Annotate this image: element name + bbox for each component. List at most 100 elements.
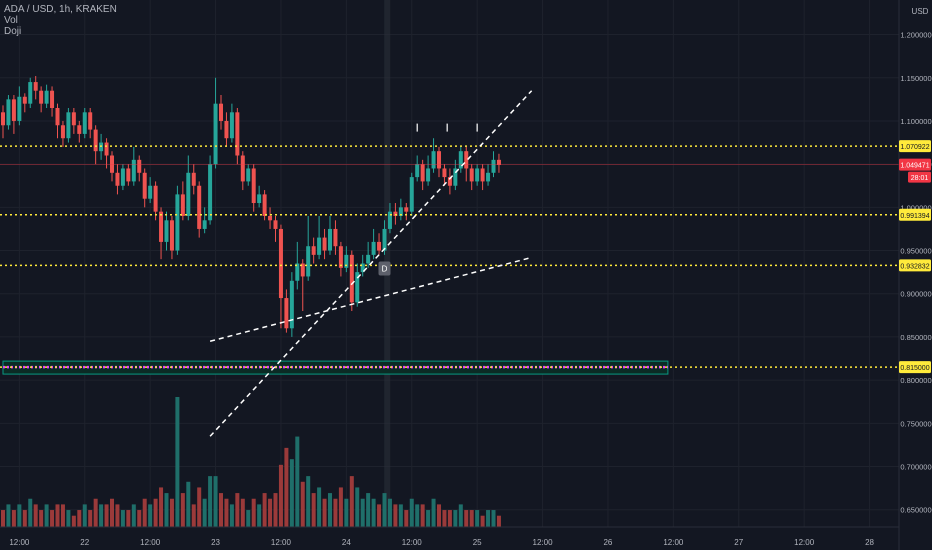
volume-bar	[11, 510, 16, 527]
time-tick-label: 12:00	[533, 538, 554, 547]
candle-body	[99, 142, 104, 152]
volume-bar	[355, 487, 360, 527]
volume-bar	[453, 510, 458, 527]
volume-bar	[371, 498, 376, 527]
volume-bar	[475, 510, 480, 527]
time-tick-label: 27	[734, 538, 743, 547]
candle-body	[191, 172, 196, 186]
price-tick-label: 0.650000	[900, 506, 931, 515]
volume-bar	[306, 476, 311, 527]
candle-body	[464, 151, 469, 169]
currency-label: USD	[912, 7, 929, 16]
candle-body	[110, 155, 114, 173]
candle-body	[289, 280, 294, 329]
candle-body	[142, 172, 147, 199]
volume-bar	[191, 504, 196, 527]
candle-body	[39, 90, 44, 104]
volume-bar	[328, 493, 332, 527]
volume-bar	[284, 447, 289, 527]
candle-body	[186, 172, 191, 216]
candle-body	[300, 263, 305, 277]
volume-bar	[213, 476, 218, 527]
volume-bar	[137, 510, 142, 527]
candle-body	[246, 168, 251, 182]
candle-body	[229, 112, 234, 139]
candle-body	[104, 142, 109, 156]
candle-body	[208, 164, 213, 221]
symbol-title[interactable]: ADA / USD, 1h, KRAKEN	[4, 4, 117, 15]
candle-body	[6, 99, 11, 126]
volume-bar	[71, 515, 76, 527]
volume-bar	[273, 493, 278, 527]
volume-bar	[110, 498, 114, 527]
volume-bar	[262, 493, 267, 527]
candle-body	[420, 164, 425, 182]
volume-bar	[44, 504, 49, 527]
trendline	[209, 256, 532, 342]
volume-bar	[404, 510, 409, 527]
price-scale[interactable]: 1.2000001.1500001.1000001.0500001.000000…	[900, 31, 931, 515]
horizontal-levels	[0, 145, 899, 368]
candle-body	[17, 96, 22, 121]
countdown-badge	[908, 171, 931, 183]
divergence-marker-box	[378, 261, 391, 276]
level-price-label: 1.070922	[900, 144, 929, 151]
volume-bar	[442, 510, 447, 527]
time-tick-label: 24	[342, 538, 351, 547]
volume-bar	[322, 498, 327, 527]
price-tick-label: 1.200000	[900, 31, 931, 40]
volume-bar	[437, 504, 441, 527]
level-price-label: 0.932832	[900, 263, 929, 270]
candle-body	[148, 185, 153, 199]
candle-body	[387, 211, 392, 229]
volume-bar	[469, 510, 474, 527]
candle-body	[311, 246, 316, 255]
time-tick-label: 22	[80, 538, 89, 547]
level-price-badge	[899, 259, 931, 272]
candle-body	[426, 168, 431, 182]
volume-bar	[486, 510, 491, 527]
time-tick-label: 28	[865, 538, 874, 547]
doji-indicator-label[interactable]: Doji	[4, 26, 22, 37]
volume-bar	[153, 498, 158, 527]
volume-bar	[186, 481, 191, 527]
level-price-badge	[899, 361, 931, 374]
volume-bar	[311, 493, 316, 527]
candle-body	[437, 151, 441, 169]
volume-bar	[159, 487, 164, 527]
candle-body	[126, 168, 131, 182]
volume-bar	[224, 498, 229, 527]
time-scale[interactable]: 12:00 22 12:00 23 12:00 24 12:00 25 12:00 26 12:00…	[9, 538, 874, 547]
price-badges: 1.070922 0.991394 0.932832 0.815000 1.049471…	[899, 140, 931, 374]
level-price-label: 0.991394	[900, 213, 929, 220]
candle-body	[77, 125, 82, 134]
volume-bar	[175, 397, 180, 527]
time-tick-label: 12:00	[663, 538, 684, 547]
candle-body	[344, 254, 349, 268]
volume-bar	[447, 510, 452, 527]
volume-bar	[338, 487, 343, 527]
volume-bar	[426, 510, 431, 527]
candle-body	[219, 103, 223, 121]
volume-bar	[349, 476, 354, 527]
candle-body	[415, 164, 420, 178]
price-tick-label: 0.850000	[900, 333, 931, 342]
volume-bar	[1, 510, 5, 527]
candle-body	[11, 99, 16, 121]
volume-indicator-label[interactable]: Vol	[4, 15, 18, 26]
volume-bar	[93, 498, 98, 527]
candle-body	[366, 254, 371, 264]
volume-bar	[60, 504, 65, 527]
volume-bar	[458, 504, 463, 527]
volume-bar	[208, 476, 213, 527]
volume-bar	[120, 510, 125, 527]
candle-body	[278, 228, 283, 299]
candle-body	[180, 194, 185, 216]
current-price-badge	[899, 158, 931, 171]
candle-body	[55, 107, 60, 126]
candle-body	[153, 185, 158, 212]
candle-body	[257, 194, 262, 204]
time-tick-label: 25	[473, 538, 482, 547]
volume-bar	[28, 498, 33, 527]
